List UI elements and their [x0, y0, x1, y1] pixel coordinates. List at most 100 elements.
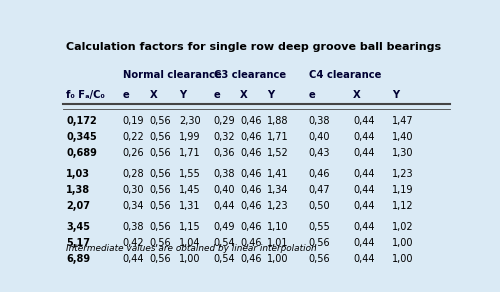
Text: 1,23: 1,23 — [267, 201, 288, 211]
Text: 0,47: 0,47 — [308, 185, 330, 195]
Text: 1,02: 1,02 — [392, 222, 413, 232]
Text: 0,54: 0,54 — [214, 238, 236, 248]
Text: 1,34: 1,34 — [267, 185, 288, 195]
Text: 0,172: 0,172 — [66, 116, 97, 126]
Text: 0,56: 0,56 — [308, 255, 330, 265]
Text: 0,38: 0,38 — [122, 222, 144, 232]
Text: 1,19: 1,19 — [392, 185, 413, 195]
Text: 0,43: 0,43 — [308, 148, 330, 158]
Text: X: X — [150, 90, 158, 100]
Text: 1,00: 1,00 — [267, 255, 288, 265]
Text: 0,345: 0,345 — [66, 132, 97, 142]
Text: 2,07: 2,07 — [66, 201, 90, 211]
Text: 0,44: 0,44 — [353, 238, 374, 248]
Text: C4 clearance: C4 clearance — [308, 70, 381, 80]
Text: 0,55: 0,55 — [308, 222, 330, 232]
Text: 0,32: 0,32 — [214, 132, 236, 142]
Text: 6,89: 6,89 — [66, 255, 90, 265]
Text: 0,49: 0,49 — [214, 222, 235, 232]
Text: 1,01: 1,01 — [267, 238, 288, 248]
Text: X: X — [240, 90, 248, 100]
Text: 0,46: 0,46 — [240, 238, 262, 248]
Text: 0,50: 0,50 — [308, 201, 330, 211]
Text: Y: Y — [267, 90, 274, 100]
Text: 1,30: 1,30 — [392, 148, 413, 158]
Text: 1,45: 1,45 — [179, 185, 201, 195]
Text: e: e — [122, 90, 130, 100]
Text: 0,46: 0,46 — [240, 148, 262, 158]
Text: C3 clearance: C3 clearance — [214, 70, 286, 80]
Text: 0,44: 0,44 — [353, 222, 374, 232]
Text: 0,56: 0,56 — [150, 255, 172, 265]
Text: 5,17: 5,17 — [66, 238, 90, 248]
Text: 0,46: 0,46 — [308, 169, 330, 179]
Text: 0,42: 0,42 — [122, 238, 144, 248]
Text: 0,689: 0,689 — [66, 148, 97, 158]
Text: 0,54: 0,54 — [214, 255, 236, 265]
Text: 0,44: 0,44 — [353, 148, 374, 158]
Text: 1,23: 1,23 — [392, 169, 413, 179]
Text: 2,30: 2,30 — [179, 116, 201, 126]
Text: 1,00: 1,00 — [392, 255, 413, 265]
Text: 0,36: 0,36 — [214, 148, 235, 158]
Text: 0,46: 0,46 — [240, 255, 262, 265]
Text: 1,04: 1,04 — [179, 238, 200, 248]
Text: 1,41: 1,41 — [267, 169, 288, 179]
Text: 1,88: 1,88 — [267, 116, 288, 126]
Text: 0,56: 0,56 — [150, 132, 172, 142]
Text: 0,22: 0,22 — [122, 132, 144, 142]
Text: e: e — [214, 90, 220, 100]
Text: e: e — [308, 90, 316, 100]
Text: 0,44: 0,44 — [353, 169, 374, 179]
Text: 0,46: 0,46 — [240, 222, 262, 232]
Text: 0,44: 0,44 — [353, 132, 374, 142]
Text: 0,28: 0,28 — [122, 169, 144, 179]
Text: 1,71: 1,71 — [179, 148, 201, 158]
Text: 0,44: 0,44 — [353, 185, 374, 195]
Text: 0,56: 0,56 — [150, 238, 172, 248]
Text: 0,26: 0,26 — [122, 148, 144, 158]
Text: 0,44: 0,44 — [353, 201, 374, 211]
Text: 0,46: 0,46 — [240, 185, 262, 195]
Text: 0,56: 0,56 — [150, 222, 172, 232]
Text: 0,44: 0,44 — [353, 116, 374, 126]
Text: 0,44: 0,44 — [122, 255, 144, 265]
Text: 1,99: 1,99 — [179, 132, 200, 142]
Text: X: X — [353, 90, 361, 100]
Text: 0,19: 0,19 — [122, 116, 144, 126]
Text: 0,46: 0,46 — [240, 116, 262, 126]
Text: 0,46: 0,46 — [240, 132, 262, 142]
Text: Calculation factors for single row deep groove ball bearings: Calculation factors for single row deep … — [66, 42, 442, 52]
Text: 1,03: 1,03 — [66, 169, 90, 179]
Text: 0,34: 0,34 — [122, 201, 144, 211]
Text: 0,40: 0,40 — [308, 132, 330, 142]
Text: 0,29: 0,29 — [214, 116, 236, 126]
Text: 0,56: 0,56 — [150, 185, 172, 195]
Text: 0,46: 0,46 — [240, 169, 262, 179]
Text: 1,71: 1,71 — [267, 132, 288, 142]
Text: 1,10: 1,10 — [267, 222, 288, 232]
Text: 1,55: 1,55 — [179, 169, 201, 179]
Text: 0,40: 0,40 — [214, 185, 235, 195]
Text: 1,00: 1,00 — [179, 255, 200, 265]
Text: 0,44: 0,44 — [214, 201, 235, 211]
Text: 0,38: 0,38 — [214, 169, 235, 179]
Text: 3,45: 3,45 — [66, 222, 90, 232]
Text: Y: Y — [392, 90, 399, 100]
Text: 1,52: 1,52 — [267, 148, 289, 158]
Text: Intermediate values are obtained by linear interpolation: Intermediate values are obtained by line… — [66, 244, 317, 253]
Text: 0,56: 0,56 — [150, 116, 172, 126]
Text: 0,56: 0,56 — [150, 201, 172, 211]
Text: 1,15: 1,15 — [179, 222, 201, 232]
Text: 1,00: 1,00 — [392, 238, 413, 248]
Text: 0,44: 0,44 — [353, 255, 374, 265]
Text: 1,12: 1,12 — [392, 201, 413, 211]
Text: 0,56: 0,56 — [150, 169, 172, 179]
Text: 0,56: 0,56 — [308, 238, 330, 248]
Text: f₀ Fₐ/C₀: f₀ Fₐ/C₀ — [66, 90, 105, 100]
Text: 0,30: 0,30 — [122, 185, 144, 195]
Text: Normal clearance: Normal clearance — [122, 70, 222, 80]
Text: 1,47: 1,47 — [392, 116, 413, 126]
Text: 0,56: 0,56 — [150, 148, 172, 158]
Text: 1,31: 1,31 — [179, 201, 200, 211]
